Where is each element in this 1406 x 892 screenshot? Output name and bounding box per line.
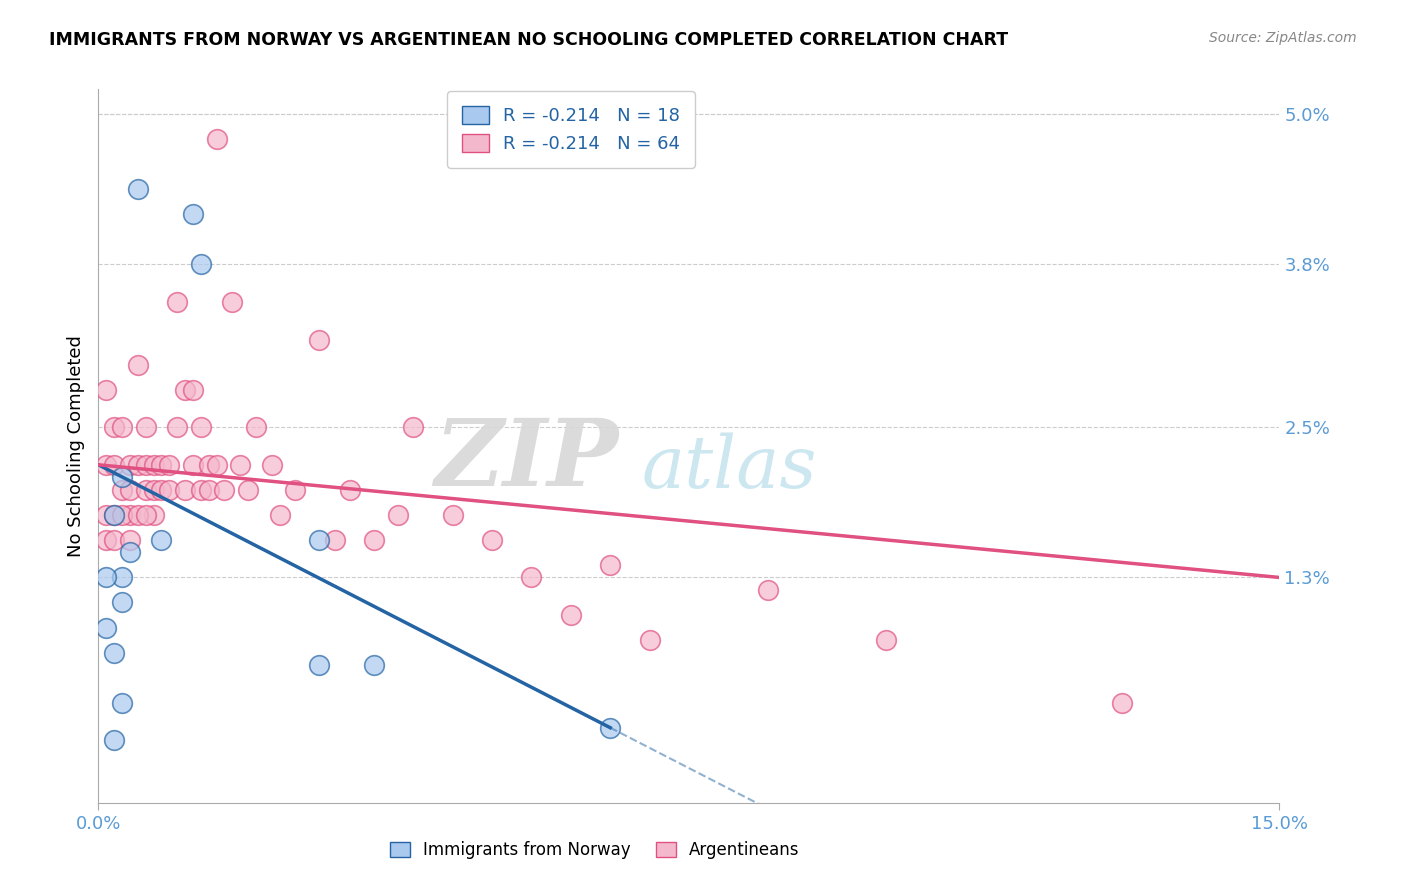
Point: [181, 458, 204, 472]
Point: [118, 508, 141, 522]
Point: [166, 295, 188, 310]
Point: [181, 383, 204, 397]
Point: [157, 458, 180, 472]
Point: [111, 595, 134, 609]
Point: [1111, 696, 1133, 710]
Point: [127, 182, 149, 196]
Point: [387, 508, 409, 522]
Point: [111, 470, 134, 484]
Point: [481, 533, 503, 547]
Point: [875, 633, 897, 648]
Text: atlas: atlas: [641, 432, 817, 503]
Point: [135, 458, 157, 472]
Point: [103, 733, 125, 747]
Point: [111, 508, 134, 522]
Point: [96, 508, 118, 522]
Point: [103, 420, 125, 434]
Point: [103, 508, 125, 522]
Point: [142, 483, 165, 497]
Point: [284, 483, 307, 497]
Point: [221, 295, 243, 310]
Point: [363, 658, 385, 673]
Point: [166, 420, 188, 434]
Point: [118, 533, 141, 547]
Point: [127, 458, 149, 472]
Point: [103, 533, 125, 547]
Point: [157, 483, 180, 497]
Point: [190, 483, 212, 497]
Point: [111, 696, 134, 710]
Point: [111, 420, 134, 434]
Point: [205, 458, 228, 472]
Point: [520, 570, 543, 584]
Point: [135, 483, 157, 497]
Point: [339, 483, 361, 497]
Point: [560, 607, 582, 622]
Point: [181, 207, 204, 221]
Point: [96, 570, 118, 584]
Text: Source: ZipAtlas.com: Source: ZipAtlas.com: [1209, 31, 1357, 45]
Point: [190, 420, 212, 434]
Point: [197, 483, 219, 497]
Point: [599, 721, 621, 735]
Point: [363, 533, 385, 547]
Point: [308, 533, 330, 547]
Point: [260, 458, 283, 472]
Point: [142, 508, 165, 522]
Point: [103, 646, 125, 660]
Point: [127, 358, 149, 372]
Point: [323, 533, 346, 547]
Point: [638, 633, 661, 648]
Point: [197, 458, 219, 472]
Point: [269, 508, 291, 522]
Point: [96, 458, 118, 472]
Point: [174, 383, 197, 397]
Point: [142, 458, 165, 472]
Point: [245, 420, 267, 434]
Point: [150, 458, 173, 472]
Point: [214, 483, 236, 497]
Point: [111, 483, 134, 497]
Point: [190, 257, 212, 271]
Point: [103, 508, 125, 522]
Point: [599, 558, 621, 572]
Point: [96, 533, 118, 547]
Point: [205, 132, 228, 146]
Point: [96, 383, 118, 397]
Point: [174, 483, 197, 497]
Point: [308, 658, 330, 673]
Text: IMMIGRANTS FROM NORWAY VS ARGENTINEAN NO SCHOOLING COMPLETED CORRELATION CHART: IMMIGRANTS FROM NORWAY VS ARGENTINEAN NO…: [49, 31, 1008, 49]
Point: [118, 545, 141, 559]
Point: [150, 533, 173, 547]
Point: [308, 333, 330, 347]
Text: ZIP: ZIP: [434, 416, 619, 505]
Point: [756, 582, 779, 597]
Point: [127, 508, 149, 522]
Point: [118, 458, 141, 472]
Y-axis label: No Schooling Completed: No Schooling Completed: [66, 335, 84, 557]
Point: [96, 621, 118, 635]
Point: [441, 508, 464, 522]
Point: [135, 420, 157, 434]
Legend: Immigrants from Norway, Argentineans: Immigrants from Norway, Argentineans: [382, 835, 806, 866]
Point: [150, 483, 173, 497]
Point: [402, 420, 425, 434]
Point: [229, 458, 252, 472]
Point: [236, 483, 259, 497]
Point: [135, 508, 157, 522]
Point: [103, 458, 125, 472]
Point: [118, 483, 141, 497]
Point: [111, 570, 134, 584]
